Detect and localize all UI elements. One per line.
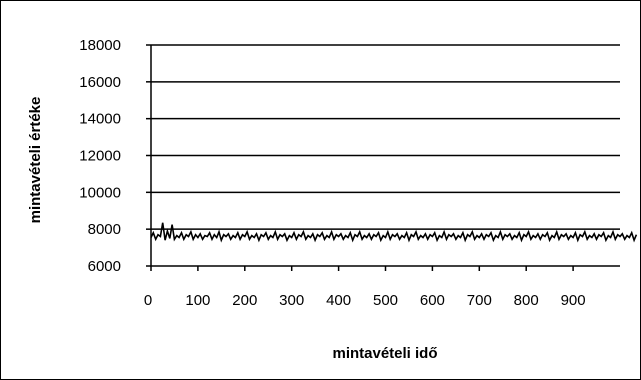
x-tick-label: 500 (373, 292, 398, 309)
y-tick-label: 6000 (88, 258, 121, 275)
x-tick-label: 600 (420, 292, 445, 309)
x-tick-labels: 0 100 200 300 400 500 600 700 800 900 (144, 266, 586, 309)
y-tick-label: 8000 (88, 221, 121, 238)
y-tick-label: 18000 (79, 37, 121, 54)
gridlines (151, 44, 620, 230)
series-layer (150, 222, 638, 243)
x-tick-label: 400 (326, 292, 351, 309)
y-tick-label: 10000 (79, 184, 121, 201)
x-tick-label: 200 (232, 292, 257, 309)
y-tick-label: 16000 (79, 74, 121, 91)
y-tick-labels: 6000 8000 10000 12000 14000 16000 18000 (79, 37, 151, 275)
x-tick-label: 800 (514, 292, 539, 309)
x-tick-label: 100 (185, 292, 210, 309)
y-tick-label: 12000 (79, 148, 121, 165)
y-axis-title: mintavételi értéke (27, 97, 44, 224)
y-tick-label: 14000 (79, 111, 121, 128)
x-tick-label: 300 (279, 292, 304, 309)
x-axis-title: mintavételi idő (332, 345, 437, 362)
x-tick-label: 0 (144, 292, 152, 309)
series-line-0 (150, 222, 638, 243)
x-tick-label: 900 (561, 292, 586, 309)
x-tick-label: 700 (467, 292, 492, 309)
